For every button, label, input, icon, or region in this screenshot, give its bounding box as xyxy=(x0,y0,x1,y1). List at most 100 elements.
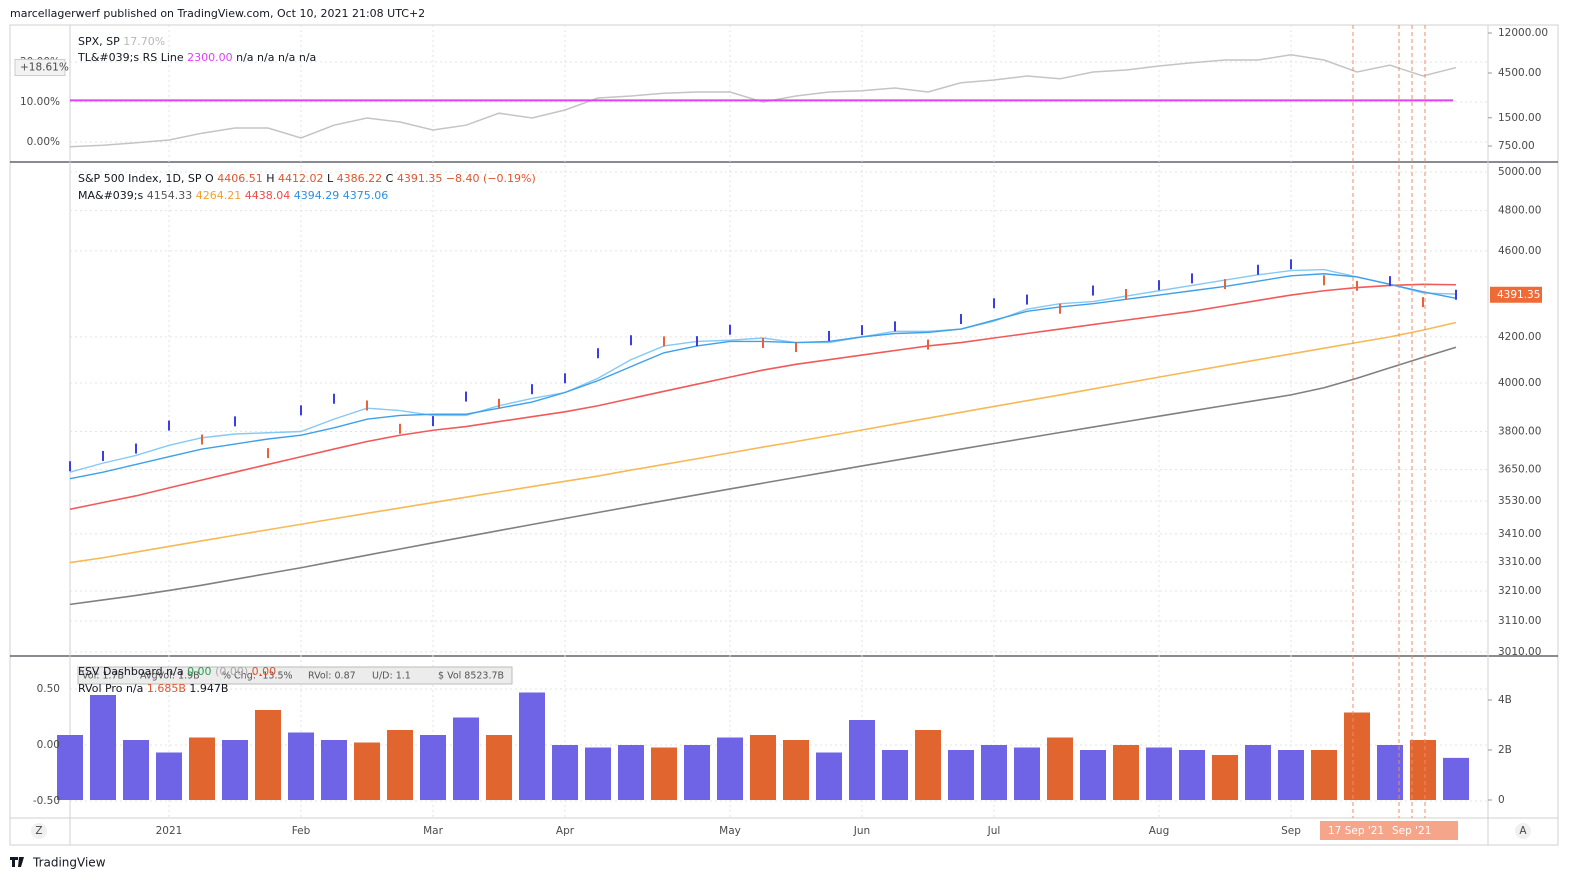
legend-item: n/a xyxy=(166,665,183,678)
price-bar xyxy=(1455,289,1457,300)
volume-bar xyxy=(849,720,875,800)
moving-average xyxy=(69,321,1457,564)
price-bar xyxy=(267,448,269,459)
dashboard-box xyxy=(77,666,513,685)
price-bar xyxy=(1290,259,1292,270)
zoom-button[interactable] xyxy=(31,823,47,839)
price-bar xyxy=(927,339,929,350)
x-tick-label: May xyxy=(719,825,741,837)
price-bar xyxy=(1026,294,1028,305)
y-tick-label: 3010.00 xyxy=(1498,646,1541,658)
auto-label[interactable]: A xyxy=(1519,825,1527,837)
volume-bar xyxy=(1344,712,1370,800)
price-bar xyxy=(1257,264,1259,275)
price-bar xyxy=(234,416,236,427)
y2-tick-label: 1500.00 xyxy=(1498,112,1541,124)
volume-bar xyxy=(915,730,941,800)
y-tick-label: 3110.00 xyxy=(1498,615,1541,627)
price-bar xyxy=(465,391,467,402)
legend-item: 0.00 xyxy=(187,665,212,678)
price-bar xyxy=(762,337,764,348)
publish-header: marcellagerwerf published on TradingView… xyxy=(10,7,425,20)
price-bar xyxy=(1125,288,1127,299)
y-tick-label: 3210.00 xyxy=(1498,585,1541,597)
price-bar xyxy=(1389,276,1391,287)
dashboard-cell: $ Vol 8523.7B xyxy=(438,671,504,682)
price-bar xyxy=(1059,303,1061,314)
legend: RVol Pro n/a 1.685B 1.947B xyxy=(78,682,228,695)
volume-bar xyxy=(354,742,380,800)
legend: ESV Dashboard n/a 0.00 (0.00) 0.00 xyxy=(78,665,276,678)
price-bar xyxy=(498,398,500,409)
price-bar xyxy=(1422,297,1424,308)
value-badge-label: +18.61% xyxy=(20,62,69,74)
price-bar xyxy=(729,324,731,335)
legend-item: 2300.00 xyxy=(187,51,233,64)
volume-bar xyxy=(288,732,314,800)
volume-bar xyxy=(1014,747,1040,800)
legend: S&P 500 Index, 1D, SP O 4406.51 H 4412.0… xyxy=(78,172,536,185)
zoom-label[interactable]: Z xyxy=(35,825,42,837)
x-tick-label: Jun xyxy=(853,825,870,837)
volume-bar xyxy=(1146,747,1172,800)
price-badge xyxy=(1490,286,1542,303)
price-bar xyxy=(69,461,71,472)
legend-item: SPX, SP xyxy=(78,35,120,48)
dashboard-cell: AvgVol: 1.9B xyxy=(140,671,200,682)
price-bar xyxy=(663,336,665,347)
legend-item: 1.685B xyxy=(147,682,186,695)
y-tick-label: 3530.00 xyxy=(1498,495,1541,507)
volume-bar xyxy=(882,750,908,800)
y-tick-label: 4B xyxy=(1498,694,1512,706)
volume-bar xyxy=(1179,750,1205,800)
volume-bar xyxy=(156,752,182,800)
price-bar xyxy=(1191,273,1193,284)
legend: SPX, SP 17.70% xyxy=(78,35,165,48)
price-bar xyxy=(960,314,962,325)
legend-item: 4154.33 xyxy=(147,189,193,202)
auto-button[interactable] xyxy=(1515,823,1531,839)
price-bar xyxy=(564,373,566,384)
outer-frame xyxy=(9,24,1559,846)
legend-item: H xyxy=(266,172,274,185)
price-bar xyxy=(630,335,632,346)
volume-bar xyxy=(321,740,347,800)
volume-bar xyxy=(717,737,743,800)
price-bar xyxy=(432,416,434,427)
legend-item: 4438.04 xyxy=(245,189,291,202)
legend-item: TL&#039;s RS Line xyxy=(77,51,184,64)
price-bar xyxy=(828,330,830,341)
volume-bar xyxy=(1443,757,1469,800)
legend-item: 4375.06 xyxy=(343,189,389,202)
volume-bar xyxy=(552,745,578,800)
price-bar xyxy=(894,321,896,332)
x-tick-label: 2021 xyxy=(156,825,183,837)
volume-bar xyxy=(222,740,248,800)
y-tick-label: 4200.00 xyxy=(1498,331,1541,343)
legend-item: 4394.29 xyxy=(294,189,340,202)
dashboard-cell: RVol: 0.87 xyxy=(308,671,356,682)
volume-bar xyxy=(750,735,776,800)
y-tick-label: 0 xyxy=(1498,794,1505,806)
y-tick-label: 0.00% xyxy=(27,136,60,148)
x-tick-label: Feb xyxy=(292,825,311,837)
price-bar xyxy=(201,434,203,445)
cursor-date: Sep '21 xyxy=(1392,825,1431,837)
y-tick-label: 3800.00 xyxy=(1498,426,1541,438)
price-bar xyxy=(861,325,863,336)
volume-bar xyxy=(1047,737,1073,800)
volume-bar xyxy=(123,740,149,800)
price-bar xyxy=(1224,279,1226,290)
y-tick-label: 4800.00 xyxy=(1498,205,1541,217)
volume-bar xyxy=(1080,750,1106,800)
moving-average xyxy=(69,283,1457,511)
volume-bar xyxy=(1212,755,1238,800)
x-tick-label: Aug xyxy=(1149,825,1170,837)
price-bar xyxy=(531,384,533,395)
price-bar xyxy=(366,400,368,411)
legend-item: MA&#039;s xyxy=(78,189,144,202)
volume-bar xyxy=(684,745,710,800)
legend-item: 0.00 xyxy=(252,665,277,678)
legend-item: L xyxy=(327,172,334,185)
